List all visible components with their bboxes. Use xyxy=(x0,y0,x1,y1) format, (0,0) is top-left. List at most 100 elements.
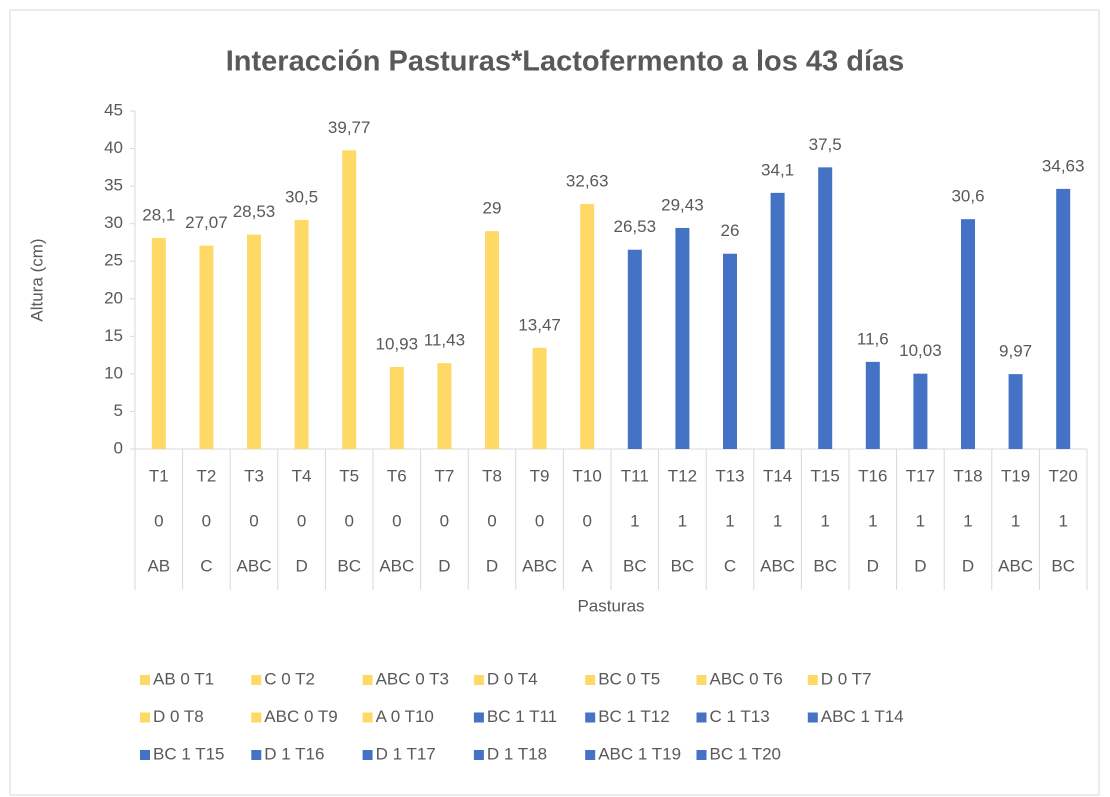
bar xyxy=(532,347,547,449)
legend-swatch xyxy=(140,712,150,723)
x-tick-label: T20 xyxy=(1049,466,1078,485)
x-tick-label-level3: D xyxy=(914,556,926,575)
legend-label: D 1 T16 xyxy=(264,744,324,763)
x-tick-label-level3: BC xyxy=(813,556,837,575)
x-tick-label: T15 xyxy=(811,466,840,485)
x-axis-title: Pasturas xyxy=(577,596,644,615)
legend-label: ABC 0 T6 xyxy=(710,669,783,688)
x-tick-label-level3: D xyxy=(486,556,498,575)
x-tick-label-level3: ABC xyxy=(237,556,272,575)
x-tick-label: T17 xyxy=(906,466,935,485)
x-tick-label: T11 xyxy=(621,466,649,485)
x-tick-label-level2: 1 xyxy=(630,511,639,530)
data-label: 32,63 xyxy=(566,171,609,190)
data-label: 11,43 xyxy=(424,331,465,350)
y-tick-label: 10 xyxy=(104,363,123,382)
x-tick-label-level3: AB xyxy=(147,556,170,575)
legend-swatch xyxy=(251,712,262,723)
x-tick-label-level3: C xyxy=(724,556,736,575)
data-label: 34,63 xyxy=(1042,156,1085,175)
data-label: 28,1 xyxy=(142,205,175,224)
legend-label: ABC 0 T9 xyxy=(264,707,337,726)
x-tick-label: T10 xyxy=(573,466,602,485)
bar xyxy=(294,219,309,449)
legend-label: D 1 T17 xyxy=(376,744,436,763)
y-tick-label: 20 xyxy=(104,288,123,307)
x-tick-label: T18 xyxy=(953,466,982,485)
legend-swatch xyxy=(140,675,150,685)
bar xyxy=(770,192,785,450)
legend-swatch xyxy=(473,675,484,685)
bar xyxy=(437,363,452,449)
x-tick-label-level2: 0 xyxy=(154,511,163,530)
x-tick-label-level2: 1 xyxy=(678,511,687,530)
bar xyxy=(627,249,642,449)
x-tick-label-level3: D xyxy=(438,556,450,575)
y-tick-label: 40 xyxy=(104,138,123,157)
data-label: 37,5 xyxy=(809,135,842,154)
legend-swatch xyxy=(251,750,262,760)
x-tick-label-level2: 1 xyxy=(773,511,782,530)
legend-swatch xyxy=(585,750,596,760)
legend-label: D 0 T7 xyxy=(821,669,872,688)
y-tick-label: 30 xyxy=(104,213,123,232)
x-tick-label: T16 xyxy=(858,466,887,485)
y-tick-label: 45 xyxy=(104,100,123,119)
bar xyxy=(199,245,214,449)
x-tick-label-level2: 0 xyxy=(344,511,353,530)
x-tick-label: T13 xyxy=(715,466,744,485)
x-tick-label-level2: 0 xyxy=(249,511,258,530)
x-tick-label: T1 xyxy=(149,466,169,485)
x-tick-label-level2: 0 xyxy=(582,511,591,530)
chart-title: Interacción Pasturas*Lactofermento a los… xyxy=(226,46,905,78)
legend-label: ABC 1 T14 xyxy=(821,707,904,726)
data-label: 28,53 xyxy=(233,202,276,221)
legend-label: BC 1 T15 xyxy=(153,744,225,763)
legend-swatch xyxy=(473,750,484,760)
x-tick-label-level3: ABC xyxy=(522,556,557,575)
data-label: 9,97 xyxy=(999,342,1032,361)
bar xyxy=(913,373,928,449)
bar xyxy=(485,231,499,449)
bar xyxy=(247,234,261,449)
x-tick-label-level3: C xyxy=(200,556,212,575)
legend-label: AB 0 T1 xyxy=(153,669,214,688)
data-label: 27,07 xyxy=(185,213,228,232)
x-tick-label: T5 xyxy=(339,466,359,485)
x-tick-label-level2: 0 xyxy=(535,511,544,530)
x-tick-label-level3: D xyxy=(962,556,974,575)
x-tick-label-level2: 1 xyxy=(820,511,829,530)
x-tick-label: T7 xyxy=(434,466,454,485)
legend-label: C 0 T2 xyxy=(264,669,315,688)
data-label: 29,43 xyxy=(661,195,704,214)
legend-label: D 1 T18 xyxy=(487,744,547,763)
bar xyxy=(818,167,833,450)
bar xyxy=(961,219,975,449)
x-tick-label-level2: 0 xyxy=(202,511,211,530)
legend-label: ABC 0 T3 xyxy=(376,669,449,688)
data-label: 10,03 xyxy=(899,341,942,360)
legend-label: D 0 T8 xyxy=(153,707,204,726)
bar xyxy=(675,227,690,449)
legend-swatch xyxy=(140,750,150,760)
legend-swatch xyxy=(696,750,707,760)
bar xyxy=(580,203,595,449)
bar xyxy=(342,150,357,449)
legend-swatch xyxy=(362,750,373,760)
x-tick-label: T4 xyxy=(292,466,312,485)
data-label: 30,6 xyxy=(951,187,984,206)
x-tick-label-level2: 0 xyxy=(392,511,401,530)
legend-label: BC 1 T20 xyxy=(710,744,782,763)
data-label: 10,93 xyxy=(376,334,419,353)
x-tick-label-level2: 1 xyxy=(725,511,734,530)
x-tick-label-level3: ABC xyxy=(760,556,795,575)
x-tick-label-level3: ABC xyxy=(998,556,1033,575)
legend-label: BC 1 T12 xyxy=(598,707,670,726)
x-tick-label: T3 xyxy=(244,466,264,485)
legend-swatch xyxy=(696,712,707,723)
x-tick-label-level3: BC xyxy=(671,556,695,575)
bar xyxy=(151,237,166,449)
legend-label: A 0 T10 xyxy=(376,707,434,726)
x-tick-label: T19 xyxy=(1001,466,1030,485)
